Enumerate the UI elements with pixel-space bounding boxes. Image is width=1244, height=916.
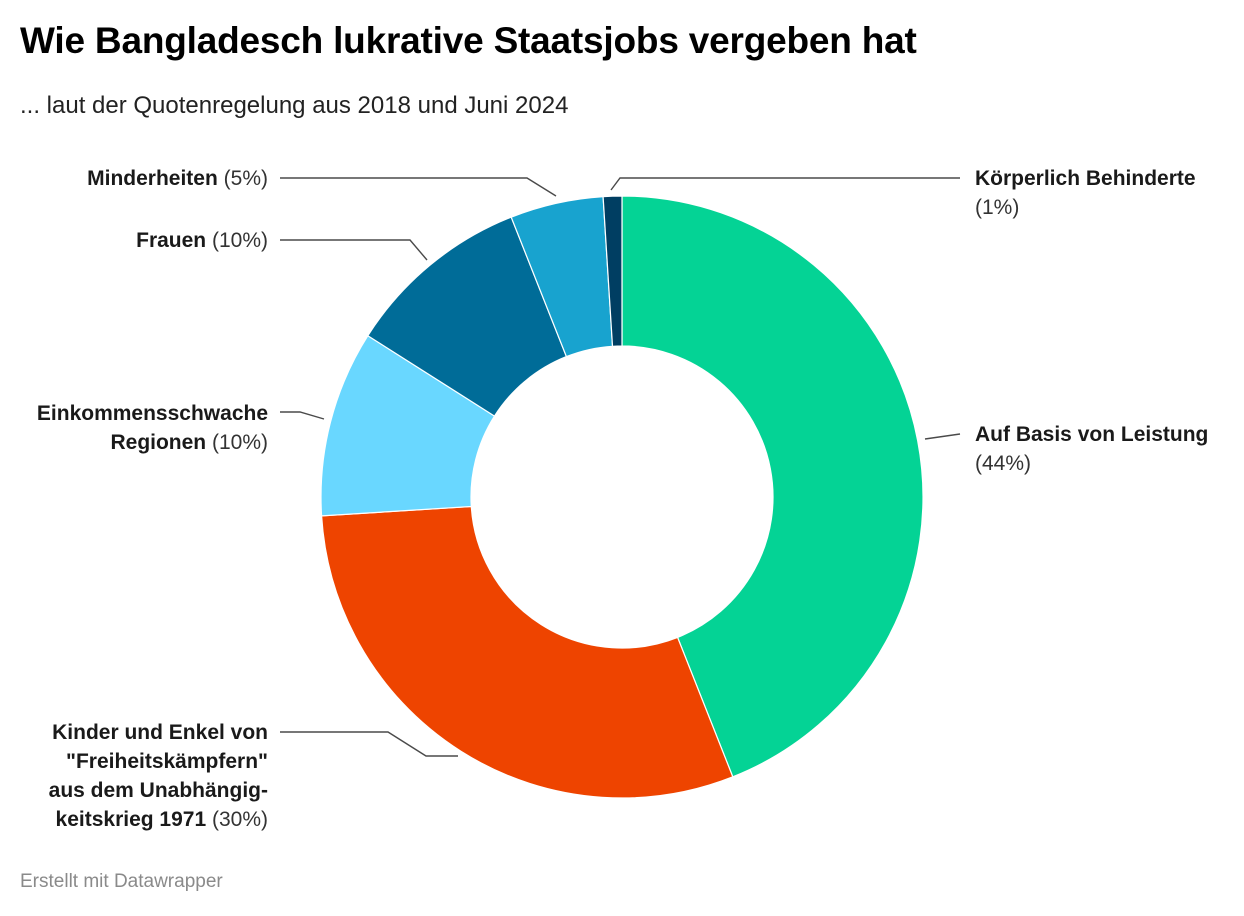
slice-percent: (30%) (206, 808, 268, 831)
slice-percent: (5%) (217, 167, 268, 190)
slice-label-text: Kinder und Enkel von (52, 721, 268, 744)
slice-percent: (10%) (206, 431, 268, 454)
leader-line-korperlich-behinderte (610, 177, 960, 191)
slice-label-text: Einkommensschwache (36, 402, 268, 425)
slice-label-kinder-und-enkel-von-freiheitskampfern-aus-dem-unabhangigkeitskrieg-1971: Kinder und Enkel von "Freiheitskämpfern" a… (49, 718, 268, 834)
leader-line-einkommensschwache-regionen (280, 411, 325, 420)
footer-credit: Erstellt mit Datawrapper (20, 871, 223, 892)
slice-label-einkommensschwache-regionen: Einkommensschwache Regionen (10%) (37, 399, 268, 457)
leader-line-kinder-und-enkel-von-freiheitskampfern-aus-dem-unabhangigkeitskrieg-1971 (280, 731, 458, 757)
slice-label-text: Auf Basis von Leistung (975, 423, 1209, 446)
slice-label-text: Regionen (110, 431, 207, 454)
slice-kinder-und-enkel-von-freiheitskampfern-aus-dem-unabhangigkeitskrieg-1971 (320, 505, 734, 799)
donut-slices (320, 195, 924, 799)
slice-label-text: Körperlich Behinderte (975, 167, 1196, 190)
slice-label-korperlich-behinderte: Körperlich Behinderte (1%) (975, 164, 1196, 222)
slice-label-text: Frauen (136, 229, 207, 252)
slice-percent: (10%) (206, 229, 268, 252)
slice-percent: (44%) (975, 452, 1032, 475)
leader-lines (280, 177, 961, 757)
leader-line-auf-basis-von-leistung (924, 433, 961, 440)
slice-label-text: aus dem Unabhängig- (48, 779, 268, 802)
chart-title: Wie Bangladesch lukrative Staatsjobs ver… (20, 20, 917, 61)
slice-label-frauen: Frauen (10%) (136, 226, 268, 255)
slice-label-text: keitskrieg 1971 (55, 808, 207, 831)
slice-percent: (1%) (975, 196, 1020, 219)
chart-subtitle: ... laut der Quotenregelung aus 2018 und… (20, 92, 569, 119)
slice-auf-basis-von-leistung (621, 195, 924, 778)
leader-line-frauen (280, 239, 428, 261)
leader-line-minderheiten (280, 177, 557, 197)
slice-label-text: Minderheiten (87, 167, 218, 190)
slice-korperlich-behinderte (602, 195, 623, 347)
slice-label-minderheiten: Minderheiten (5%) (87, 164, 268, 193)
slice-label-text: "Freiheitskämpfern" (66, 750, 268, 773)
slice-label-auf-basis-von-leistung: Auf Basis von Leistung (44%) (975, 420, 1208, 478)
